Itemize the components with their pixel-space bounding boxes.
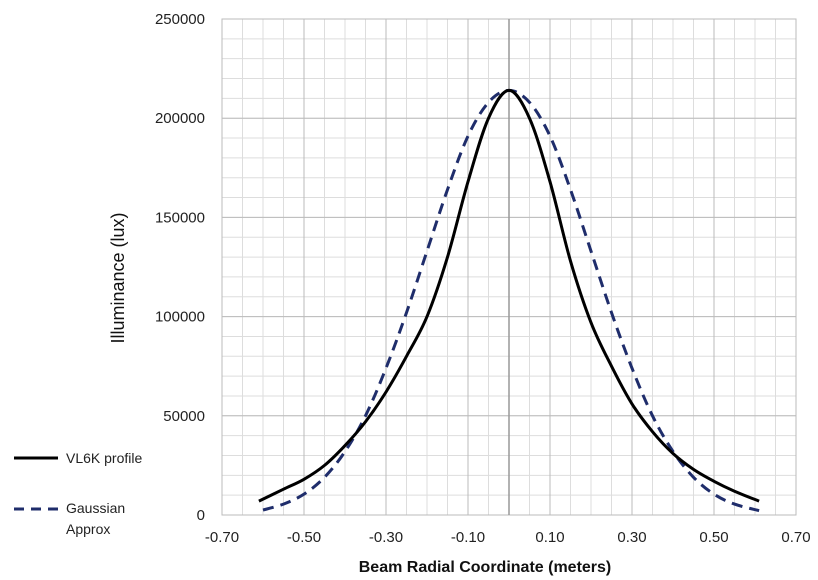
legend-label-gaussian-line2: Approx (66, 521, 110, 537)
x-tick-label: 0.10 (535, 529, 564, 546)
legend-label-vl6k: VL6K profile (66, 450, 142, 466)
x-tick-labels: -0.70 -0.50 -0.30 -0.10 0.10 0.30 0.50 0.70 (205, 529, 811, 546)
legend-label-gaussian-line1: Gaussian (66, 500, 125, 516)
x-tick-label: 0.30 (617, 529, 646, 546)
x-axis-title: Beam Radial Coordinate (meters) (359, 559, 612, 576)
x-tick-label: 0.70 (781, 529, 810, 546)
series-line-vl6k-profile (258, 88, 760, 503)
series-layer (258, 88, 760, 513)
y-tick-labels: 0 50000 100000 150000 200000 250000 (155, 11, 205, 524)
x-tick-label: -0.10 (451, 529, 485, 546)
legend: VL6K profile Gaussian Approx (14, 450, 142, 537)
y-axis-title: Illuminance (lux) (108, 212, 128, 343)
y-tick-label: 250000 (155, 11, 205, 28)
x-tick-label: -0.50 (287, 529, 321, 546)
x-tick-label: -0.70 (205, 529, 239, 546)
y-tick-label: 150000 (155, 209, 205, 226)
y-tick-label: 100000 (155, 309, 205, 326)
y-tick-label: 200000 (155, 110, 205, 127)
y-tick-label: 0 (197, 507, 205, 524)
series-line-gaussian-approx (262, 88, 760, 513)
y-tick-label: 50000 (163, 408, 205, 425)
x-tick-label: 0.50 (699, 529, 728, 546)
x-tick-label: -0.30 (369, 529, 403, 546)
legend-label-gaussian: Gaussian Approx (66, 500, 129, 537)
